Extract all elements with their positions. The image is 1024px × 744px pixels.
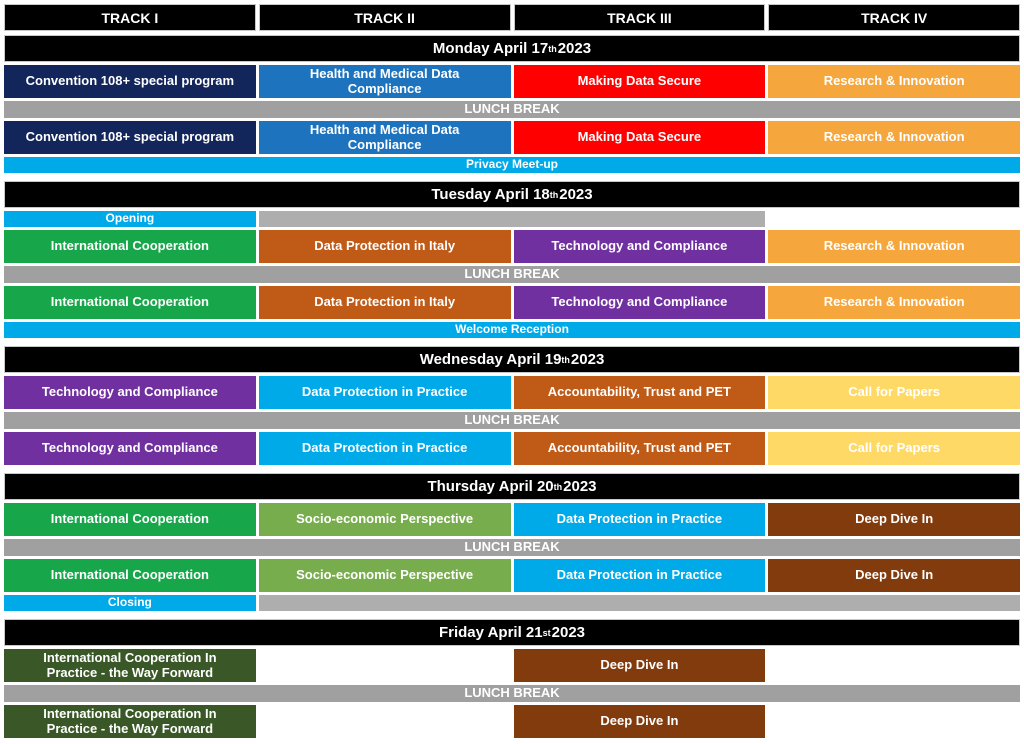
track-header-row: TRACK I TRACK II TRACK III TRACK IV [4,4,1020,31]
track-header-cell: TRACK I [4,4,256,31]
day-title-text: 2023 [557,40,592,57]
schedule-row: LUNCH BREAK [4,685,1020,702]
lunch-break-bar: LUNCH BREAK [4,412,1020,429]
session-cell: Research & Innovation [768,121,1020,154]
session-cell: Data Protection in Italy [258,286,511,319]
schedule-row: Opening [4,211,1020,227]
lunch-break-bar: LUNCH BREAK [4,101,1020,118]
session-cell: International Cooperation [4,286,256,319]
day-title-text: 2023 [551,624,586,641]
schedule-row: International Cooperation In Practice - … [4,649,1020,682]
session-cell: Data Protection in Practice [258,432,511,465]
session-cell: Health and Medical Data Compliance [258,121,511,154]
schedule-row: Welcome Reception [4,322,1020,338]
session-cell: Health and Medical Data Compliance [258,65,511,98]
session-cell: Research & Innovation [768,65,1020,98]
session-cell: International Cooperation [4,230,256,263]
session-cell: Deep Dive In [768,503,1020,536]
day-title-text: Monday April 17 [432,40,549,57]
schedule-row: International Cooperation Socio-economic … [4,559,1020,592]
day-title-text: Friday April 21 [438,624,543,641]
session-cell: Data Protection in Italy [258,230,511,263]
session-cell: Making Data Secure [513,65,766,98]
track-header-cell: TRACK II [258,4,511,31]
session-cell: Data Protection in Practice [513,559,766,592]
track-header-cell: TRACK IV [768,4,1020,31]
schedule-row: Convention 108+ special program Health an… [4,65,1020,98]
session-cell: Technology and Compliance [513,230,766,263]
day-title-text: Tuesday April 18 [431,186,550,203]
session-cell: International Cooperation In Practice - … [4,649,256,682]
schedule-row: International Cooperation Socio-economic … [4,503,1020,536]
filler-bar [258,211,766,227]
day-title-text: 2023 [570,351,605,368]
schedule-row: LUNCH BREAK [4,266,1020,283]
session-cell: Socio-economic Perspective [258,559,511,592]
schedule-row: International Cooperation In Practice - … [4,705,1020,738]
day-title-text: 2023 [563,478,597,495]
session-cell: Deep Dive In [513,705,766,738]
session-cell: Deep Dive In [513,649,766,682]
empty-cell [259,649,511,682]
empty-cell [768,211,1020,227]
day-title-text: Thursday April 20 [427,478,554,495]
event-banner: Welcome Reception [4,322,1020,338]
session-cell: Deep Dive In [768,559,1020,592]
schedule-row: LUNCH BREAK [4,101,1020,118]
session-cell: Technology and Compliance [4,376,256,409]
filler-bar [258,595,1020,611]
empty-cell [768,705,1020,738]
session-cell: Research & Innovation [768,230,1020,263]
session-cell: Data Protection in Practice [258,376,511,409]
session-cell: Call for Papers [768,432,1020,465]
session-cell: Accountability, Trust and PET [513,376,766,409]
schedule-row: Privacy Meet-up [4,157,1020,173]
session-cell: Convention 108+ special program [4,65,256,98]
session-cell: International Cooperation [4,503,256,536]
session-cell: Socio-economic Perspective [258,503,511,536]
empty-cell [768,649,1020,682]
schedule-row: LUNCH BREAK [4,412,1020,429]
schedule-row: International Cooperation Data Protection… [4,286,1020,319]
session-cell: Accountability, Trust and PET [513,432,766,465]
schedule-row: Technology and Compliance Data Protection… [4,432,1020,465]
schedule-row: Technology and Compliance Data Protection… [4,376,1020,409]
schedule-row: Closing [4,595,1020,611]
session-cell: Closing [4,595,256,611]
schedule-row: LUNCH BREAK [4,539,1020,556]
session-cell: Convention 108+ special program [4,121,256,154]
session-cell: Call for Papers [768,376,1020,409]
session-cell: Technology and Compliance [513,286,766,319]
session-cell: Technology and Compliance [4,432,256,465]
session-cell: Data Protection in Practice [513,503,766,536]
session-cell: Opening [4,211,256,227]
lunch-break-bar: LUNCH BREAK [4,685,1020,702]
event-banner: Privacy Meet-up [4,157,1020,173]
lunch-break-bar: LUNCH BREAK [4,266,1020,283]
day-title-text: 2023 [559,186,593,203]
session-cell: International Cooperation [4,559,256,592]
session-cell: Making Data Secure [513,121,766,154]
schedule-row: Convention 108+ special program Health an… [4,121,1020,154]
session-cell: International Cooperation In Practice - … [4,705,256,738]
empty-cell [259,705,511,738]
track-header-cell: TRACK III [513,4,766,31]
session-cell: Research & Innovation [768,286,1020,319]
lunch-break-bar: LUNCH BREAK [4,539,1020,556]
schedule-row: International Cooperation Data Protection… [4,230,1020,263]
day-title-text: Wednesday April 19 [419,351,562,368]
